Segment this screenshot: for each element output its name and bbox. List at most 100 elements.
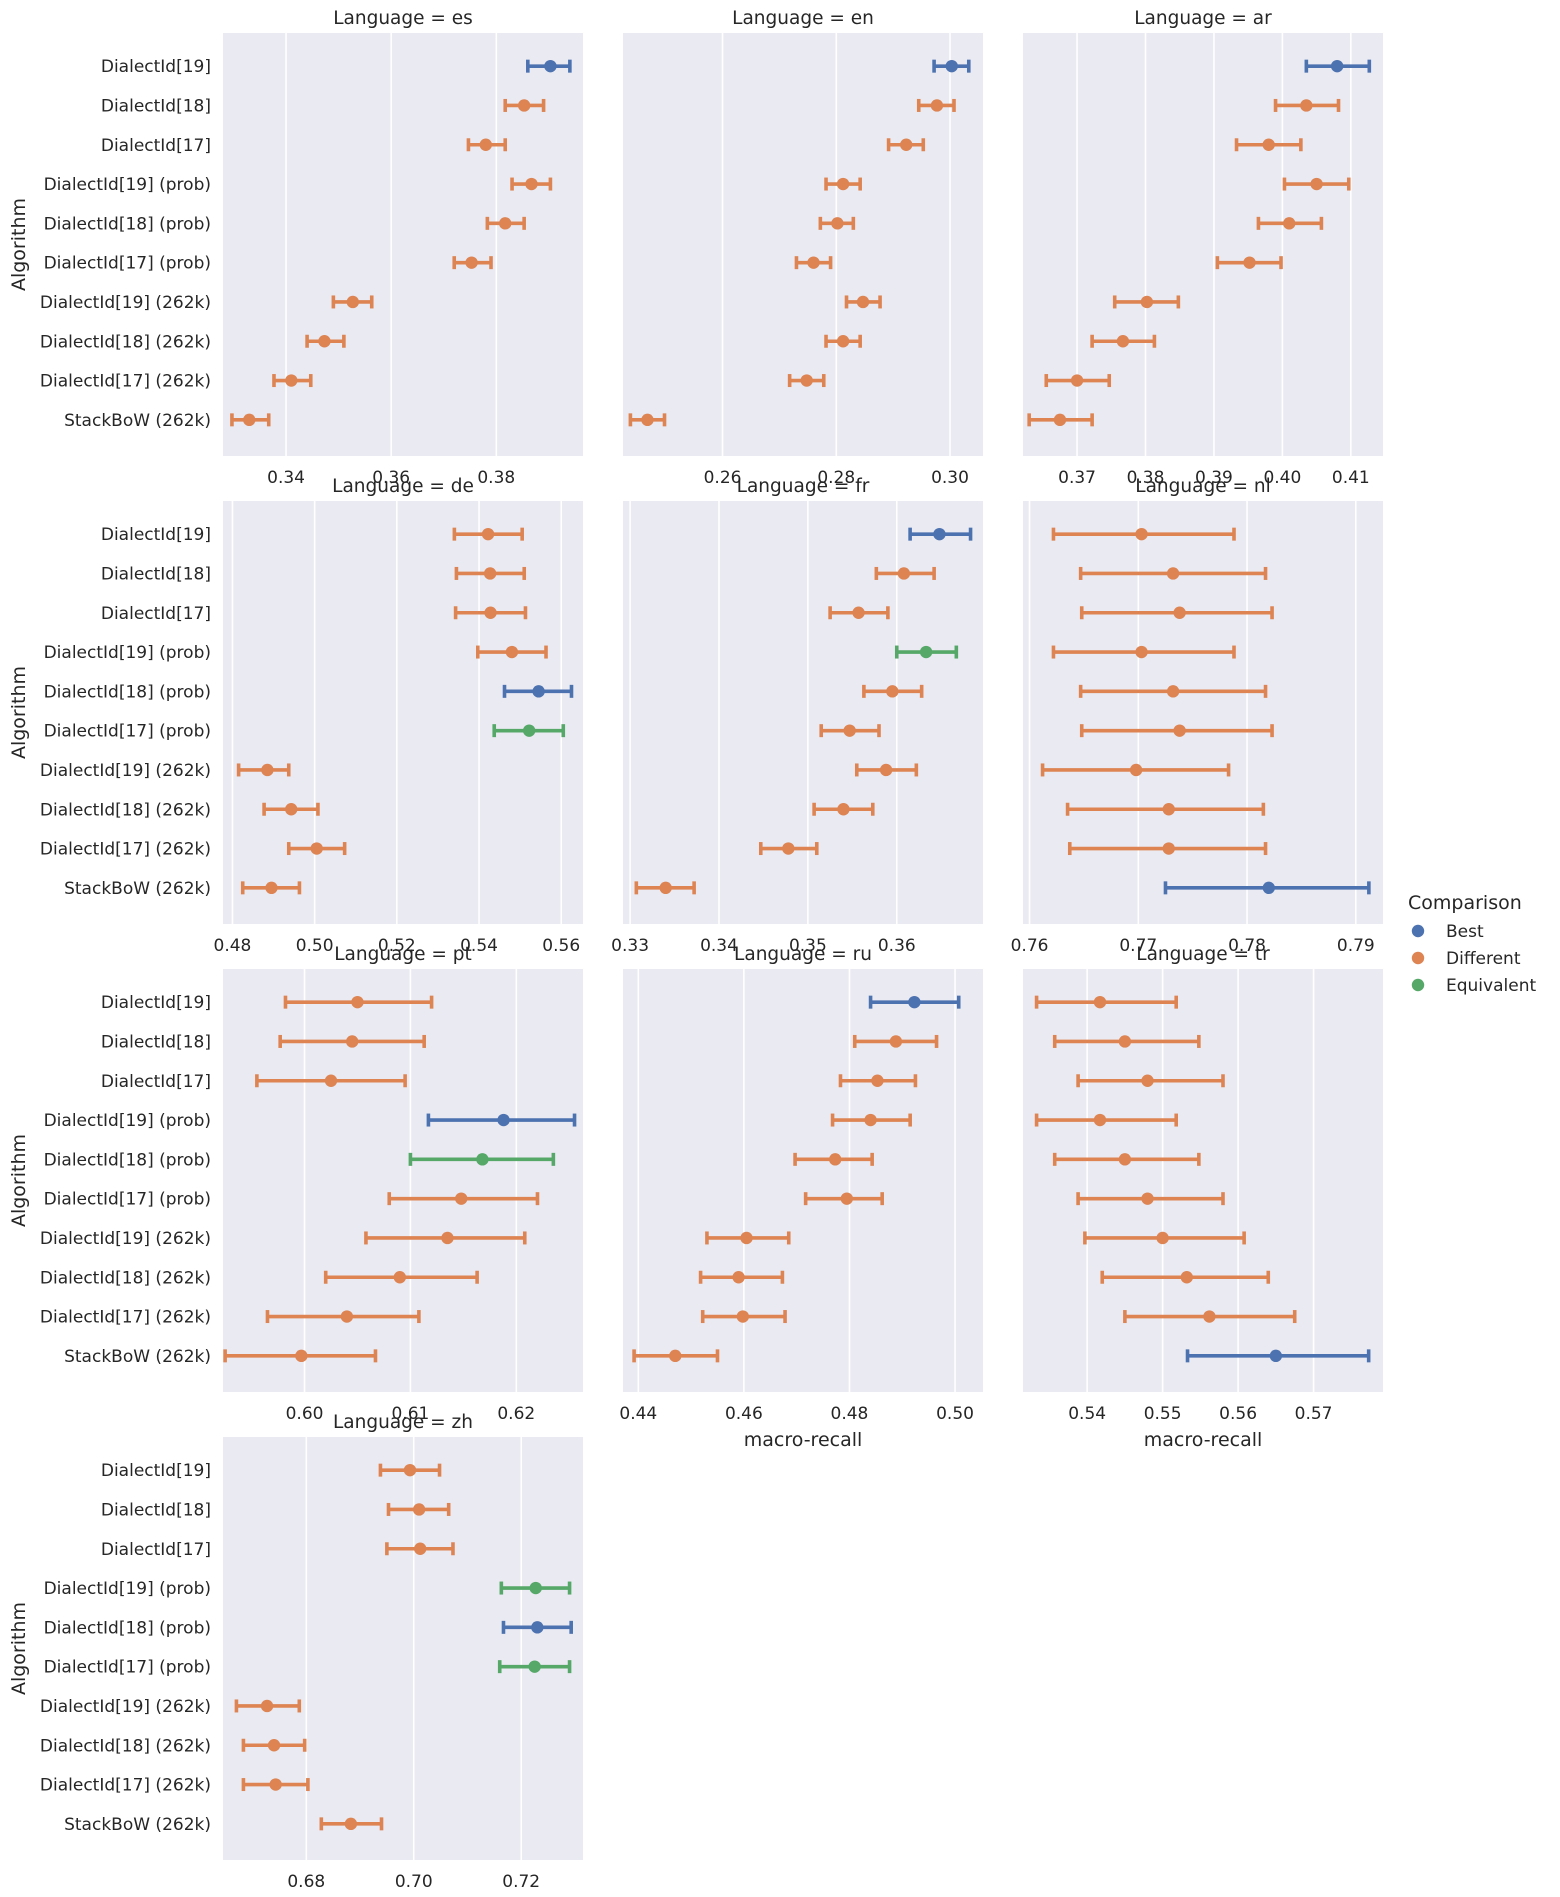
y-tick-label: DialectId[19] (262k) xyxy=(40,761,211,781)
point xyxy=(1093,995,1107,1009)
point xyxy=(261,763,274,777)
y-tick-label: StackBoW (262k) xyxy=(64,1347,211,1367)
y-tick-label: DialectId[17] (prob) xyxy=(44,1190,211,1210)
y-tick-label: DialectId[18] xyxy=(101,1500,211,1520)
point xyxy=(930,99,944,112)
point xyxy=(641,413,654,427)
point xyxy=(310,842,323,855)
point xyxy=(1140,295,1154,309)
point xyxy=(267,1739,281,1752)
point xyxy=(479,138,492,151)
point xyxy=(403,1463,417,1477)
panel-title-pt: Language = pt xyxy=(334,944,472,965)
point xyxy=(1093,1113,1107,1127)
x-tick-label: 0.33 xyxy=(611,936,649,956)
x-tick-label: 0.38 xyxy=(1127,468,1165,488)
point xyxy=(483,567,497,580)
point xyxy=(1118,1035,1132,1048)
legend-label-different: Different xyxy=(1446,949,1521,969)
x-tick-label: 0.39 xyxy=(1195,468,1233,488)
y-tick-label: DialectId[19] xyxy=(101,525,211,545)
point xyxy=(525,177,538,191)
y-tick-label: DialectId[17] (262k) xyxy=(40,840,211,860)
x-tick-label: 0.41 xyxy=(1332,468,1370,488)
point xyxy=(659,881,672,895)
panel-ru xyxy=(623,969,983,1392)
panel-de xyxy=(223,501,583,924)
y-tick-label: StackBoW (262k) xyxy=(64,879,211,899)
point xyxy=(285,374,298,387)
x-tick-label: 0.28 xyxy=(817,468,855,488)
x-tick-label: 0.40 xyxy=(1263,468,1301,488)
point xyxy=(856,295,870,309)
point xyxy=(1203,1310,1216,1323)
y-tick-label: DialectId[19] xyxy=(101,993,211,1013)
point xyxy=(871,1074,884,1087)
point xyxy=(1173,724,1186,737)
x-tick-label: 0.46 xyxy=(725,1404,763,1424)
y-tick-label: DialectId[19] (prob) xyxy=(44,643,211,663)
point xyxy=(1262,881,1276,895)
x-tick-label: 0.54 xyxy=(1068,1404,1106,1424)
point xyxy=(1135,527,1148,541)
point xyxy=(295,1349,308,1363)
y-tick-label: DialectId[19] (prob) xyxy=(44,175,211,195)
x-tick-label: 0.57 xyxy=(1295,1404,1333,1424)
point xyxy=(919,645,933,659)
point xyxy=(351,995,364,1009)
y-tick-label: DialectId[19] xyxy=(101,1461,211,1481)
point xyxy=(324,1074,338,1087)
point xyxy=(1300,99,1313,112)
point xyxy=(807,256,820,269)
point xyxy=(836,177,850,191)
point xyxy=(1118,1153,1132,1166)
point xyxy=(1173,606,1186,619)
y-tick-label: StackBoW (262k) xyxy=(64,1815,211,1835)
y-tick-label: DialectId[18] (prob) xyxy=(44,214,211,234)
point xyxy=(1166,567,1180,580)
panel-fr xyxy=(623,501,983,924)
panel-title-nl: Language = nl xyxy=(1135,476,1270,497)
x-tick-label: 0.72 xyxy=(502,1872,540,1892)
panel-title-zh: Language = zh xyxy=(333,1412,473,1433)
point xyxy=(522,724,536,737)
point xyxy=(243,413,256,427)
point xyxy=(441,1231,454,1245)
y-tick-label: StackBoW (262k) xyxy=(64,411,211,431)
point xyxy=(1162,842,1175,855)
point xyxy=(736,1310,750,1323)
point xyxy=(1053,413,1067,427)
point xyxy=(465,256,478,269)
point xyxy=(897,567,911,580)
point xyxy=(852,606,865,619)
x-tick-label: 0.35 xyxy=(789,936,827,956)
y-tick-label: DialectId[19] (prob) xyxy=(44,1111,211,1131)
y-tick-label: DialectId[18] (prob) xyxy=(44,1150,211,1170)
x-tick-label: 0.62 xyxy=(497,1404,535,1424)
point xyxy=(260,1699,274,1713)
y-tick-label: DialectId[18] xyxy=(101,96,211,116)
point xyxy=(945,59,958,73)
point xyxy=(836,335,850,348)
point xyxy=(782,842,795,855)
x-tick-label: 0.50 xyxy=(296,936,334,956)
point xyxy=(889,1035,903,1048)
panel-en xyxy=(623,33,983,456)
x-tick-label: 0.48 xyxy=(214,936,252,956)
x-tick-label: 0.76 xyxy=(1011,936,1049,956)
point xyxy=(1283,217,1296,230)
y-tick-label: DialectId[18] (262k) xyxy=(40,332,211,352)
point xyxy=(531,1621,544,1634)
y-tick-label: DialectId[17] (262k) xyxy=(40,1308,211,1328)
x-tick-label: 0.79 xyxy=(1337,936,1375,956)
point xyxy=(265,881,278,895)
panel-es xyxy=(223,33,583,456)
panel-title-tr: Language = tr xyxy=(1136,944,1270,965)
point xyxy=(413,1542,427,1555)
y-axis-title: Algorithm xyxy=(8,1602,30,1695)
point xyxy=(732,1271,745,1284)
point xyxy=(1330,59,1344,73)
point xyxy=(476,1153,489,1166)
point xyxy=(837,803,850,816)
x-tick-label: 0.44 xyxy=(619,1404,657,1424)
